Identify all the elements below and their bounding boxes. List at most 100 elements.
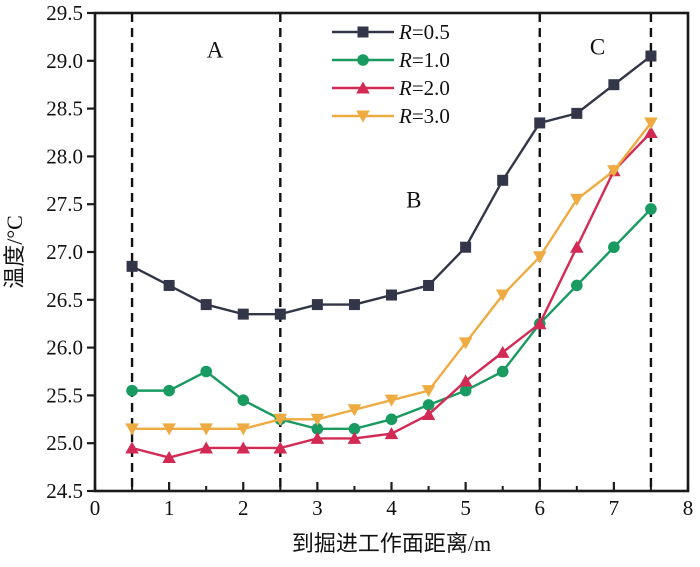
y-axis-tick-label: 24.5 xyxy=(46,479,83,503)
data-point-marker xyxy=(645,50,657,62)
data-point-marker xyxy=(458,337,473,350)
series-r20 xyxy=(125,126,658,464)
data-point-marker xyxy=(126,260,138,272)
x-axis-tick-label: 6 xyxy=(535,496,546,520)
y-axis-tick-label: 29.5 xyxy=(46,1,83,25)
data-point-marker xyxy=(644,117,658,130)
data-point-marker xyxy=(273,441,288,454)
series-r05 xyxy=(126,50,657,320)
data-point-marker xyxy=(423,279,435,291)
data-point-marker xyxy=(310,413,325,426)
y-axis-tick-label: 28.5 xyxy=(46,97,83,121)
legend-marker xyxy=(357,54,369,66)
data-point-marker xyxy=(644,126,658,138)
data-point-marker xyxy=(496,365,509,378)
x-axis-tick-label: 4 xyxy=(386,496,397,520)
data-point-marker xyxy=(571,279,583,292)
data-point-marker xyxy=(348,299,360,311)
data-point-marker xyxy=(422,399,435,411)
x-axis-tick-label: 0 xyxy=(90,496,101,520)
data-point-marker xyxy=(386,289,397,301)
data-point-marker xyxy=(460,241,472,253)
data-point-marker xyxy=(311,423,324,435)
data-point-marker xyxy=(459,384,472,397)
data-point-marker xyxy=(236,423,251,436)
y-axis-tick-label: 27.0 xyxy=(46,240,83,264)
legend-label: R=2.0 xyxy=(398,76,450,100)
y-axis-tick-label: 27.5 xyxy=(46,192,83,216)
legend-marker xyxy=(357,26,369,38)
data-point-marker xyxy=(347,431,362,444)
data-point-marker xyxy=(608,79,620,91)
y-axis-tick-label: 25.5 xyxy=(46,383,83,407)
data-point-marker xyxy=(421,408,436,421)
data-point-marker xyxy=(532,317,547,330)
data-point-marker xyxy=(199,441,213,454)
data-point-marker xyxy=(163,384,175,397)
y-axis-title: 温度/°C xyxy=(2,215,27,289)
series-r30 xyxy=(125,117,658,436)
legend-marker xyxy=(356,110,370,123)
data-point-marker xyxy=(458,374,473,387)
data-point-marker xyxy=(495,289,510,302)
data-point-marker xyxy=(200,365,212,378)
x-axis-tick-label: 5 xyxy=(460,496,471,520)
legend-item-r10: R=1.0 xyxy=(332,48,450,72)
series-r10 xyxy=(126,203,657,435)
legend-item-r30: R=3.0 xyxy=(332,104,450,128)
region-label-a: A xyxy=(207,37,224,62)
data-point-marker xyxy=(162,451,176,464)
data-point-marker xyxy=(495,345,510,358)
data-point-marker xyxy=(273,413,288,426)
y-axis-tick-label: 29.0 xyxy=(46,49,83,73)
data-point-marker xyxy=(237,394,250,406)
y-axis-tick-label: 26.5 xyxy=(46,288,83,312)
legend-label: R=1.0 xyxy=(398,48,450,72)
x-axis-tick-label: 3 xyxy=(312,496,323,520)
data-point-marker xyxy=(236,441,251,454)
legend-item-r05: R=0.5 xyxy=(332,20,450,44)
data-point-marker xyxy=(532,251,547,264)
data-point-marker xyxy=(310,431,325,444)
data-point-marker xyxy=(125,423,139,436)
data-point-marker xyxy=(199,423,213,436)
legend-item-r20: R=2.0 xyxy=(332,76,450,100)
legend-label: R=0.5 xyxy=(398,20,450,44)
data-point-marker xyxy=(534,117,546,129)
data-point-marker xyxy=(571,107,583,119)
x-axis-tick-label: 2 xyxy=(238,496,249,520)
x-axis-tick-label: 7 xyxy=(609,496,620,520)
legend-label: R=3.0 xyxy=(398,104,450,128)
data-point-marker xyxy=(608,241,620,254)
data-point-marker xyxy=(200,299,212,311)
data-point-marker xyxy=(384,427,399,440)
y-axis-tick-label: 25.0 xyxy=(46,431,83,455)
data-point-marker xyxy=(237,308,249,320)
data-point-marker xyxy=(497,174,509,186)
legend-marker xyxy=(356,81,370,94)
y-axis-tick-label: 28.0 xyxy=(46,144,83,168)
data-point-marker xyxy=(421,385,436,398)
region-label-b: B xyxy=(406,187,421,212)
data-point-marker xyxy=(274,308,286,320)
data-point-marker xyxy=(126,384,138,397)
data-point-marker xyxy=(125,441,139,454)
data-point-marker xyxy=(311,299,323,311)
data-point-marker xyxy=(347,404,362,417)
y-axis-tick-label: 26.0 xyxy=(46,336,83,360)
data-point-marker xyxy=(384,394,399,407)
region-label-c: C xyxy=(590,34,605,59)
data-point-marker xyxy=(570,193,584,206)
legend: R=0.5 R=1.0 R=2.0 R=3.0 xyxy=(332,20,450,128)
x-axis-tick-label: 1 xyxy=(164,496,175,520)
data-point-marker xyxy=(163,279,175,291)
data-point-marker xyxy=(162,423,176,436)
x-axis-title: 到掘进工作面距离/m xyxy=(292,531,491,556)
x-axis-tick-label: 8 xyxy=(683,496,694,520)
data-point-marker xyxy=(607,165,621,178)
data-point-marker xyxy=(385,413,398,426)
data-point-marker xyxy=(570,240,584,253)
